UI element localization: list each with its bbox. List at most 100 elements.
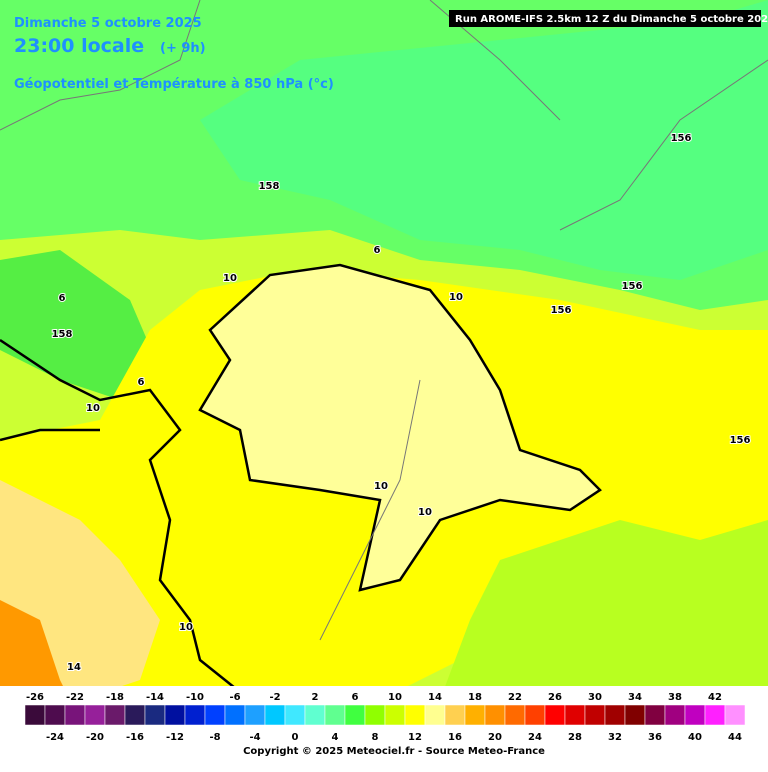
- contour-label: 156: [730, 435, 751, 446]
- contour-label: 156: [622, 281, 643, 292]
- legend-label: -18: [106, 692, 124, 703]
- legend-swatch: [124, 704, 146, 726]
- contour-label: 6: [374, 245, 381, 256]
- run: Run AROME-IFS 2.5km 12 Z du Dimanche 5 o…: [455, 14, 768, 25]
- legend-swatch: [204, 704, 226, 726]
- contour-label: 156: [671, 133, 692, 144]
- contour-labels: 158 156 10 6 10 156 156 6 158 6 10 156 10 10 10 14: [51, 132, 752, 674]
- time: 23:00 locale: [14, 35, 144, 57]
- legend-label: 40: [688, 732, 702, 743]
- legend-swatch: [564, 704, 586, 726]
- legend-label: 16: [448, 732, 462, 743]
- legend-swatch: [684, 704, 706, 726]
- legend-label: -8: [209, 732, 220, 743]
- field: Géopotentiel et Température à 850 hPa (°…: [14, 77, 334, 92]
- legend-label: -22: [66, 692, 84, 703]
- legend-swatch: [624, 704, 646, 726]
- legend-swatch: [244, 704, 266, 726]
- legend-swatch: [584, 704, 606, 726]
- contour-label: 14: [67, 662, 81, 673]
- legend-swatch: [364, 704, 386, 726]
- legend-label: 0: [292, 732, 299, 743]
- date: Dimanche 5 octobre 2025: [14, 16, 202, 31]
- legend-label: -20: [86, 732, 104, 743]
- legend-swatch: [704, 704, 726, 726]
- legend-swatch: [504, 704, 526, 726]
- contour-label: 6: [138, 377, 145, 388]
- legend-label: 10: [388, 692, 402, 703]
- legend-swatch: [404, 704, 426, 726]
- legend-bg: [0, 686, 768, 768]
- contour-label: 10: [418, 507, 432, 518]
- legend-label: -10: [186, 692, 204, 703]
- legend-swatch: [284, 704, 306, 726]
- legend-swatch: [304, 704, 326, 726]
- legend-label: -6: [229, 692, 240, 703]
- legend-swatch: [644, 704, 666, 726]
- legend-swatch: [384, 704, 406, 726]
- contour-label: 156: [551, 305, 572, 316]
- legend-swatch: [344, 704, 366, 726]
- legend-label: 20: [488, 732, 502, 743]
- contour-label: 10: [374, 481, 388, 492]
- legend-label: 8: [372, 732, 379, 743]
- legend-label: 42: [708, 692, 722, 703]
- legend-label: -16: [126, 732, 144, 743]
- legend-swatch: [604, 704, 626, 726]
- legend-label: 44: [728, 732, 742, 743]
- legend-swatch: [164, 704, 186, 726]
- legend-label: 4: [332, 732, 339, 743]
- legend-swatch: [104, 704, 126, 726]
- region-orange: [0, 600, 70, 700]
- legend-swatch: [24, 704, 46, 726]
- legend-swatch: [664, 704, 686, 726]
- contour-label: 6: [59, 293, 66, 304]
- legend-label: 28: [568, 732, 582, 743]
- legend-label: 2: [312, 692, 319, 703]
- contour-label: 10: [179, 622, 193, 633]
- border-line: [0, 0, 768, 641]
- contour-label: 10: [86, 403, 100, 414]
- legend-swatch: [84, 704, 106, 726]
- legend-swatch: [484, 704, 506, 726]
- legend-swatch: [424, 704, 446, 726]
- contour-label: 158: [52, 329, 73, 340]
- legend-swatch: [324, 704, 346, 726]
- legend-label: 12: [408, 732, 422, 743]
- legend-label: 32: [608, 732, 622, 743]
- legend-label: 22: [508, 692, 522, 703]
- isotherm-contour: [0, 263, 602, 701]
- legend-swatch: [44, 704, 66, 726]
- legend-label: -14: [146, 692, 164, 703]
- contour-label: 158: [259, 181, 280, 192]
- legend-swatch: [144, 704, 166, 726]
- legend-label: -26: [26, 692, 44, 703]
- legend-swatch: [184, 704, 206, 726]
- legend-swatch: [264, 704, 286, 726]
- legend-swatch: [724, 704, 746, 726]
- legend-label: 14: [428, 692, 442, 703]
- legend-label: 18: [468, 692, 482, 703]
- legend-label: 38: [668, 692, 682, 703]
- legend-label: 34: [628, 692, 642, 703]
- legend-label: -24: [46, 732, 64, 743]
- legend-label: -4: [249, 732, 260, 743]
- legend-swatch: [224, 704, 246, 726]
- offset: (+ 9h): [160, 41, 206, 56]
- legend-label: 36: [648, 732, 662, 743]
- legend: -26-24-22-20-18-16-14-12-10-8-6-4-202468…: [24, 691, 746, 744]
- legend-label: -2: [269, 692, 280, 703]
- region-lime: [440, 520, 768, 700]
- legend-label: 24: [528, 732, 542, 743]
- legend-label: 30: [588, 692, 602, 703]
- region-teal: [200, 0, 768, 280]
- contour-label: 10: [223, 273, 237, 284]
- legend-swatch: [464, 704, 486, 726]
- copyright: Copyright © 2025 Meteociel.fr - Source M…: [243, 746, 545, 757]
- region-green-west: [0, 250, 160, 400]
- region-pale: [200, 265, 600, 590]
- legend-swatch: [544, 704, 566, 726]
- run-box: [449, 10, 761, 27]
